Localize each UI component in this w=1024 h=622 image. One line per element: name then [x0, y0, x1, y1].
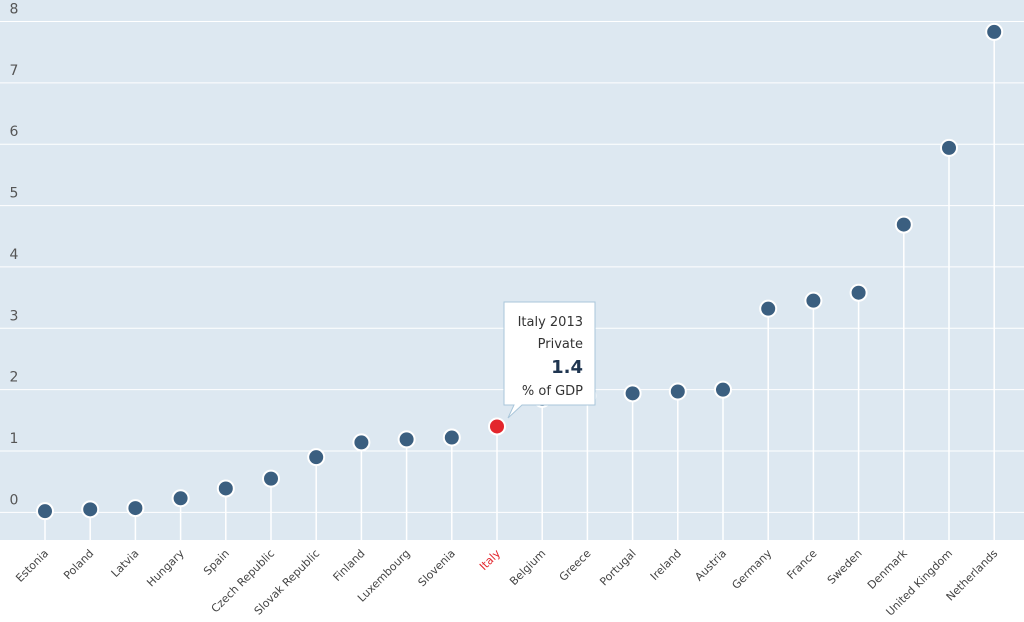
dot	[985, 22, 1004, 41]
dot	[623, 384, 642, 403]
x-tick-label: Portugal	[597, 547, 638, 588]
x-tick-label: Latvia	[109, 547, 142, 580]
dot	[81, 500, 100, 519]
x-tick-label: Belgium	[507, 547, 548, 588]
stems	[44, 31, 995, 540]
y-tick-label: 4	[10, 247, 19, 263]
x-tick-label: Hungary	[144, 547, 187, 590]
dot	[894, 215, 913, 234]
x-tick-label: Estonia	[13, 547, 51, 585]
dot	[714, 380, 732, 399]
dot	[352, 433, 371, 452]
dot	[36, 502, 54, 521]
dot	[668, 382, 687, 401]
x-tick-label: Denmark	[865, 546, 910, 591]
y-tick-label: 5	[10, 186, 19, 202]
dot	[759, 299, 778, 318]
x-tick-label: Italy	[477, 547, 503, 573]
dot	[849, 283, 868, 302]
x-tick-label: Germany	[729, 547, 774, 592]
tooltip-title: Italy 2013	[518, 315, 583, 330]
y-tick-label: 2	[10, 370, 19, 386]
dot	[940, 138, 958, 157]
dot	[216, 479, 235, 498]
dot	[488, 417, 506, 436]
tooltip-series: Private	[538, 337, 583, 352]
x-tick-label: Slovenia	[416, 547, 458, 589]
tooltip-value: 1.4	[551, 357, 583, 378]
x-tick-label: Ireland	[648, 547, 684, 583]
dot	[397, 430, 416, 449]
x-tick-label: Spain	[201, 547, 232, 578]
y-tick-label: 7	[10, 63, 19, 79]
y-tick-label: 0	[10, 492, 19, 508]
dot	[126, 499, 145, 518]
dot	[442, 428, 461, 447]
dot	[171, 489, 190, 508]
tooltip-unit: % of GDP	[522, 384, 583, 399]
tooltip-box	[503, 301, 596, 419]
dot	[804, 291, 823, 310]
x-tick-label: Finland	[331, 547, 368, 584]
tooltip: Italy 2013 Private 1.4 % of GDP	[503, 301, 596, 419]
plot-background	[0, 0, 1024, 540]
x-tick-label: Austria	[692, 547, 729, 584]
y-tick-label: 1	[10, 431, 19, 447]
x-tick-label: Greece	[557, 547, 594, 584]
y-tick-label: 3	[10, 308, 19, 324]
y-tick-label: 6	[10, 124, 19, 140]
x-tick-label: France	[784, 547, 819, 582]
x-tick-label: Sweden	[825, 547, 865, 587]
y-tick-label: 8	[10, 1, 19, 17]
dot	[307, 448, 326, 467]
x-tick-label: Poland	[61, 547, 96, 582]
dot	[262, 469, 280, 488]
